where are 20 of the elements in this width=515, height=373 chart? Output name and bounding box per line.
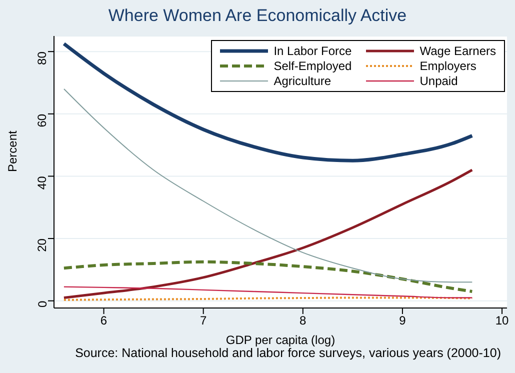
legend-label: Self-Employed xyxy=(274,59,352,73)
y-tick-label: 60 xyxy=(35,114,50,128)
x-tick-label: 9 xyxy=(399,314,406,328)
x-tick-label: 6 xyxy=(100,314,108,328)
legend-label: Unpaid xyxy=(420,74,458,88)
y-tick-label: 40 xyxy=(35,176,50,190)
legend-label: In Labor Force xyxy=(274,44,352,58)
y-tick-label: 0 xyxy=(35,300,50,308)
y-tick-label: 80 xyxy=(35,51,50,65)
y-tick-label: 20 xyxy=(35,238,50,252)
x-tick-label: 10 xyxy=(495,314,510,328)
legend-label: Agriculture xyxy=(274,74,332,88)
x-tick-label: 7 xyxy=(200,314,207,328)
x-axis-title: GDP per capita (log) xyxy=(226,333,336,347)
legend-label: Employers xyxy=(420,59,476,73)
chart-title: Where Women Are Economically Active xyxy=(107,6,408,27)
x-tick-label: 8 xyxy=(300,314,307,328)
source-note: Source: National household and labor force surveys, various years (2000-10) xyxy=(74,346,502,360)
y-axis-title: Percent xyxy=(5,130,20,172)
legend-label: Wage Earners xyxy=(420,44,496,58)
